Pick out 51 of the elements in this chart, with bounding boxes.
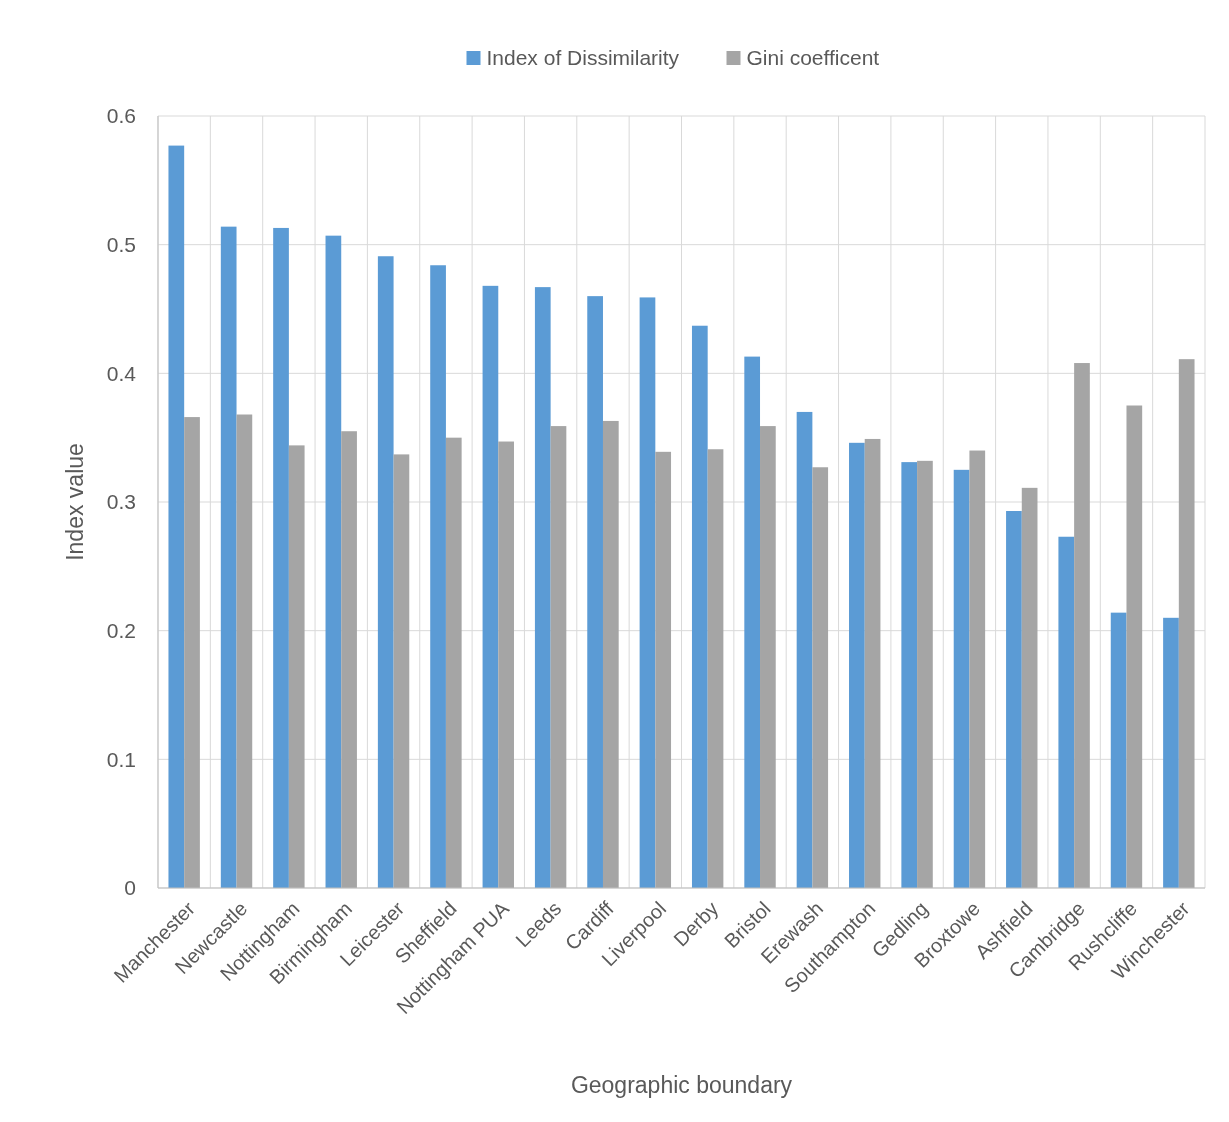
bar bbox=[1021, 487, 1038, 888]
bar bbox=[236, 414, 253, 888]
bar bbox=[168, 145, 185, 888]
bar bbox=[550, 426, 567, 888]
bar bbox=[1058, 536, 1075, 888]
y-tick-label: 0.1 bbox=[106, 747, 136, 771]
bar bbox=[1006, 511, 1022, 888]
bar bbox=[534, 287, 551, 888]
bar bbox=[707, 449, 724, 888]
bar bbox=[760, 426, 776, 888]
bar bbox=[498, 441, 514, 888]
bar bbox=[341, 431, 357, 888]
bar bbox=[917, 460, 933, 888]
bar bbox=[602, 420, 619, 888]
bar bbox=[325, 235, 342, 888]
bar bbox=[393, 454, 410, 888]
y-tick-label: 0.3 bbox=[106, 490, 136, 514]
bar bbox=[969, 450, 986, 888]
bar bbox=[184, 417, 200, 888]
bar bbox=[1178, 359, 1195, 888]
bar bbox=[587, 296, 603, 888]
bar bbox=[691, 325, 708, 888]
bar bbox=[1126, 405, 1143, 888]
y-tick-label: 0.6 bbox=[106, 104, 136, 128]
legend-label: Gini coefficent bbox=[746, 46, 880, 70]
y-tick-label: 0.2 bbox=[106, 619, 136, 643]
bar bbox=[220, 226, 237, 888]
bar bbox=[812, 467, 829, 888]
bar bbox=[849, 442, 865, 888]
y-axis-title: Index value bbox=[62, 443, 88, 561]
bar bbox=[639, 297, 656, 888]
bar bbox=[288, 445, 305, 888]
bar bbox=[445, 437, 462, 888]
bar bbox=[377, 256, 394, 888]
bar bbox=[744, 356, 761, 888]
bar bbox=[482, 285, 499, 888]
bar bbox=[1074, 363, 1090, 888]
y-tick-label: 0.4 bbox=[106, 361, 137, 385]
legend-label: Index of Dissimilarity bbox=[486, 46, 680, 70]
bar bbox=[1110, 612, 1127, 888]
bar bbox=[430, 265, 446, 888]
bar bbox=[655, 451, 672, 888]
y-tick-label: 0 bbox=[124, 876, 136, 900]
bar bbox=[953, 469, 970, 888]
y-tick-label: 0.5 bbox=[106, 233, 136, 257]
bar bbox=[796, 411, 813, 888]
bar bbox=[1163, 617, 1179, 888]
bar bbox=[273, 227, 289, 888]
bar bbox=[901, 462, 918, 888]
x-axis-title: Geographic boundary bbox=[570, 1072, 793, 1098]
bar bbox=[864, 438, 881, 888]
